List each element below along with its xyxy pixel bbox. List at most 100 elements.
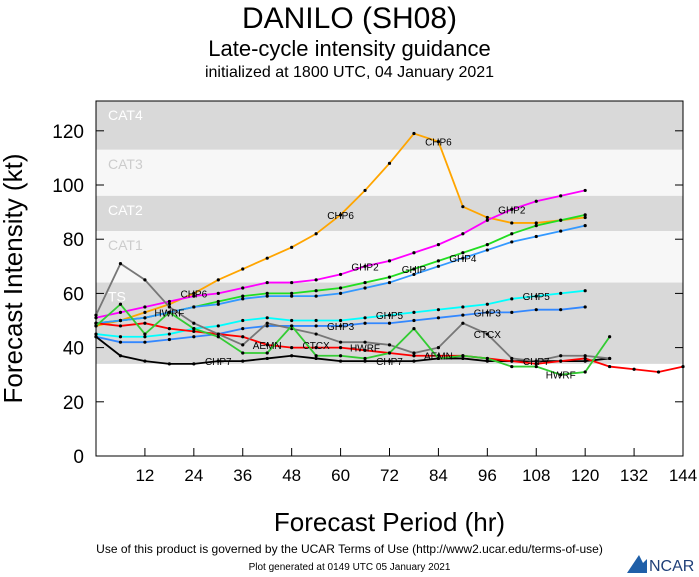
band-cat3: [96, 149, 683, 196]
data-point-ghp3: [387, 321, 392, 325]
data-point-ghp3: [167, 337, 171, 342]
series-label-chp7: CHP7: [205, 357, 232, 368]
data-point-ghp4: [118, 318, 123, 323]
data-point-ghp2: [510, 207, 514, 211]
band-label: CAT4: [108, 107, 143, 123]
data-point-ghp2: [338, 272, 343, 277]
data-point-chp7: [387, 359, 392, 363]
data-point-ghp2: [412, 251, 416, 255]
band-label: CAT3: [108, 156, 143, 172]
data-point-chp6: [265, 256, 269, 260]
data-point-hwrf: [461, 354, 465, 358]
data-point-hwrf: [167, 310, 171, 314]
series-label-aemn: AEMN: [424, 352, 453, 363]
data-point-ghp2: [534, 199, 538, 203]
data-point-chp7: [314, 356, 318, 361]
data-point-chp6: [485, 215, 489, 220]
data-point-ghp5: [143, 335, 147, 339]
data-point-ctcx: [461, 321, 465, 325]
data-point-ghp4: [241, 297, 245, 301]
data-point-ghp3: [241, 327, 245, 331]
data-point-chp6: [338, 213, 343, 217]
data-point-chp7: [363, 359, 367, 363]
x-axis-label: Forecast Period (hr): [274, 507, 505, 537]
data-point-chp6: [216, 278, 220, 282]
data-point-ghp4: [314, 294, 318, 298]
data-point-chp6: [534, 221, 538, 225]
data-point-aemn: [510, 359, 514, 363]
data-point-ghp2: [314, 278, 318, 282]
data-point-hwrf: [143, 332, 147, 336]
series-label-ghp2: GHP2: [498, 205, 526, 216]
data-point-ghp3: [192, 335, 196, 339]
data-point-ghp5: [485, 302, 489, 306]
data-point-ghp2: [461, 232, 465, 236]
generated-text: Plot generated at 0149 UTC 05 January 20…: [248, 562, 451, 573]
data-point-aemn: [412, 354, 416, 358]
data-point-ghp5: [583, 289, 587, 293]
series-label-chp6: CHP6: [180, 289, 207, 300]
data-point-hwrf: [290, 324, 294, 328]
data-point-hwrf: [510, 364, 514, 369]
series-label-ctcx: CTCX: [474, 330, 502, 341]
data-point-ghp2: [94, 316, 98, 320]
data-point-ctcx: [436, 346, 441, 350]
data-point-chp7: [290, 354, 294, 358]
data-point-ghip: [534, 224, 538, 228]
data-point-chp7: [216, 359, 220, 363]
data-point-ctcx: [118, 261, 123, 266]
series-label-aemn: AEMN: [253, 341, 282, 352]
data-point-ghp3: [583, 305, 587, 309]
data-point-hwrf: [412, 327, 416, 331]
x-tick-label: 132: [620, 466, 648, 485]
data-point-chp6: [387, 161, 392, 165]
data-point-hwrf: [192, 327, 196, 331]
data-point-ghp3: [338, 324, 343, 328]
data-point-ctcx: [314, 332, 318, 336]
data-point-aemn: [265, 343, 269, 347]
data-point-ctcx: [412, 351, 416, 355]
data-point-ctcx: [241, 343, 245, 347]
series-label-ghp5: GHP5: [376, 311, 404, 322]
data-point-ghp5: [216, 324, 220, 328]
data-point-ghp2: [167, 299, 171, 304]
data-point-ghp2: [265, 280, 269, 285]
band-label: TS: [108, 289, 126, 305]
data-point-aemn: [118, 324, 123, 328]
init-time: initialized at 1800 UTC, 04 January 2021: [204, 64, 495, 81]
series-label-hwrf: HWRF: [546, 371, 576, 382]
data-point-ghp2: [436, 243, 441, 247]
data-point-ghp4: [363, 286, 367, 290]
y-axis-label: Forecast Intensity (kt): [0, 154, 28, 404]
data-point-hwrf: [265, 351, 269, 355]
ncar-logo: NCAR: [627, 555, 694, 575]
series-label-hwrf: HWRF: [154, 308, 184, 319]
y-tick-label: 40: [63, 339, 84, 360]
data-point-aemn: [534, 362, 538, 366]
data-point-ghp2: [485, 218, 489, 222]
chart-title: DANILO (SH08): [241, 2, 458, 35]
data-point-aemn: [314, 346, 318, 350]
data-point-chp7: [118, 354, 123, 358]
data-point-hwrf: [534, 364, 538, 369]
data-point-ghip: [265, 291, 269, 296]
x-tick-label: 120: [571, 466, 599, 485]
data-point-ghp5: [265, 316, 269, 320]
data-point-ghip: [363, 280, 367, 285]
data-point-hwrf: [387, 351, 392, 355]
data-point-chp7: [412, 359, 416, 363]
y-tick-label: 80: [63, 230, 84, 251]
data-point-ctcx: [583, 354, 587, 358]
data-point-chp6: [314, 232, 318, 236]
series-label-hwrf: HWRF: [350, 343, 380, 354]
data-point-aemn: [583, 356, 587, 361]
data-point-ghp3: [118, 340, 123, 344]
data-point-ghip: [338, 286, 343, 290]
data-point-aemn: [559, 359, 563, 363]
data-point-ghp5: [118, 335, 123, 339]
y-tick-label: 100: [52, 176, 84, 197]
band-label: CAT1: [108, 237, 143, 253]
data-point-ghp2: [216, 291, 220, 296]
terms-text: Use of this product is governed by the U…: [96, 542, 603, 556]
data-point-chp7: [338, 359, 343, 363]
